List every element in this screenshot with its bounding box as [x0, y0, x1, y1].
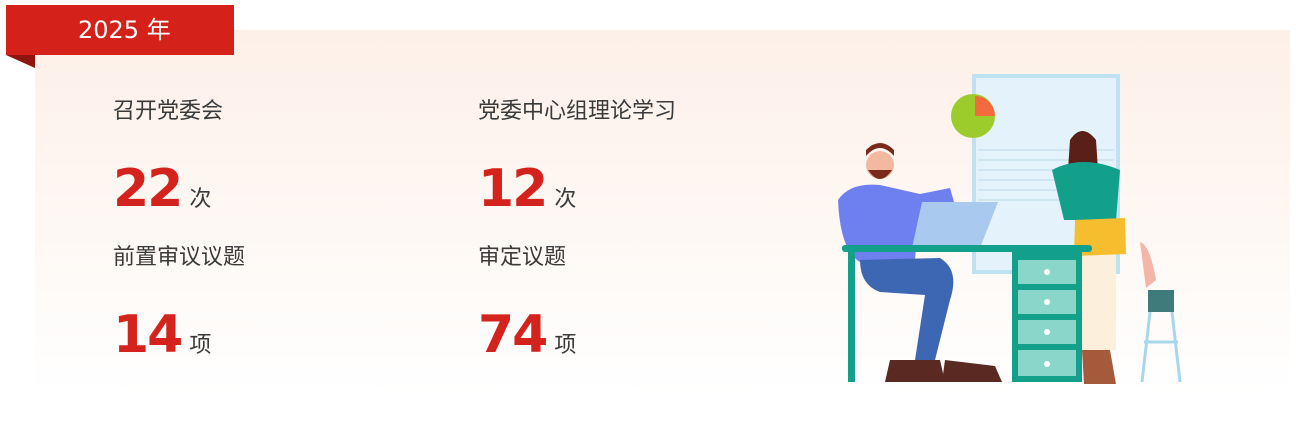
stat-label: 审定议题 [478, 243, 808, 273]
stat-label: 前置审议议题 [113, 243, 443, 273]
stat-unit: 次 [189, 181, 211, 213]
stat-unit: 项 [189, 327, 211, 359]
stat-unit: 次 [554, 181, 576, 213]
stat-value: 74 [478, 307, 546, 363]
stat-value: 12 [478, 161, 546, 217]
stat-unit: 项 [554, 327, 576, 359]
stat-value: 22 [113, 161, 181, 217]
stat-label: 召开党委会 [113, 97, 443, 127]
tag-fold [6, 55, 35, 68]
year-tag: 2025 年 [6, 5, 234, 55]
stat-label: 党委中心组理论学习 [478, 97, 808, 127]
stat-value: 14 [113, 307, 181, 363]
office-illustration [820, 70, 1200, 390]
page: 2025 年 召开党委会 22次 党委中心组理论学习 12次 前置审议议题 14… [0, 0, 1296, 441]
